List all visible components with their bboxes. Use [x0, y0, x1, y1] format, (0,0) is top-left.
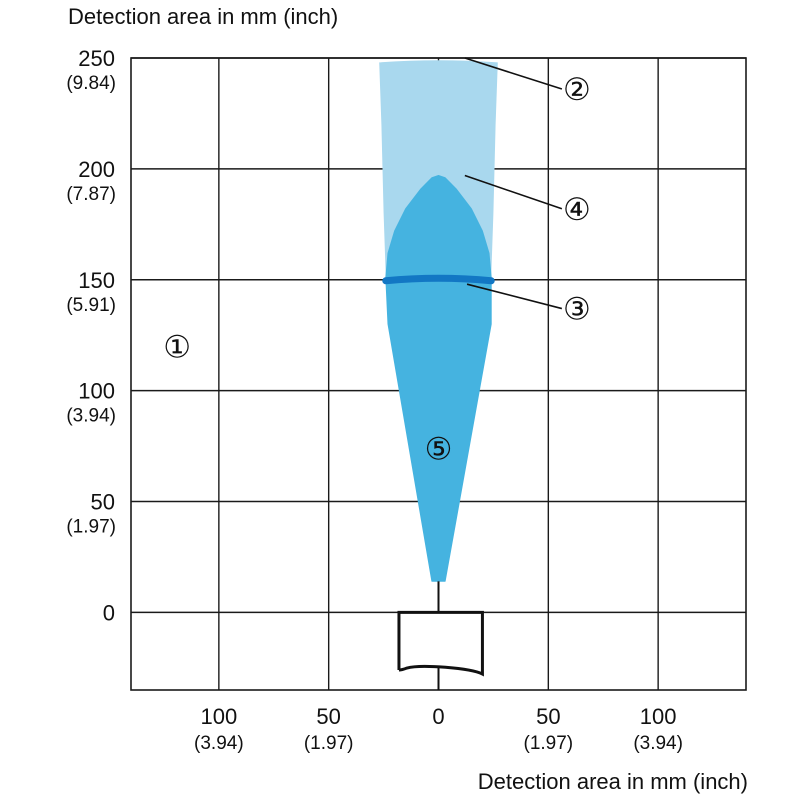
y-axis-title: Detection area in mm (inch) [68, 4, 339, 29]
x-tick-label: 100 [640, 704, 677, 729]
annotations: ① ② ④ ③ ⑤ [163, 72, 591, 466]
annotation-marker: ① [163, 329, 191, 364]
annotation-marker: ④ [563, 192, 591, 227]
annotation-pointers [464, 57, 563, 310]
y-tick-inch-label: (7.87) [66, 184, 116, 205]
annotation-pointer [466, 283, 563, 310]
x-tick-inch-label: (1.97) [524, 733, 574, 754]
annotation-marker: ② [563, 72, 591, 107]
focus-band [382, 274, 495, 285]
annotation-marker: ③ [563, 292, 591, 327]
sensor-housing [397, 610, 484, 677]
x-tick-inch-label: (3.94) [194, 733, 244, 754]
x-tick-label: 0 [432, 704, 444, 729]
y-tick-inch-label: (9.84) [66, 73, 116, 94]
tick-labels: 250(9.84)200(7.87)150(5.91)100(3.94)50(1… [66, 46, 683, 754]
x-tick-label: 50 [316, 704, 340, 729]
y-tick-label: 250 [78, 46, 115, 71]
y-tick-label: 150 [78, 268, 115, 293]
y-tick-label: 200 [78, 157, 115, 182]
annotation-marker: ⑤ [425, 431, 453, 466]
y-tick-label: 50 [91, 490, 115, 515]
y-tick-inch-label: (1.97) [66, 517, 116, 538]
detection-zones [379, 60, 498, 582]
y-tick-inch-label: (5.91) [66, 295, 116, 316]
annotation-pointer [464, 57, 563, 90]
x-tick-label: 50 [536, 704, 560, 729]
inner-detection-zone [385, 175, 492, 582]
x-axis-title: Detection area in mm (inch) [477, 769, 748, 794]
y-tick-label: 0 [103, 600, 115, 625]
x-tick-inch-label: (1.97) [304, 733, 354, 754]
x-tick-inch-label: (3.94) [633, 733, 683, 754]
y-tick-label: 100 [78, 379, 115, 404]
y-tick-inch-label: (3.94) [66, 406, 116, 427]
sensor-symbol [397, 581, 484, 690]
x-tick-label: 100 [200, 704, 237, 729]
annotation-pointer [464, 174, 563, 210]
